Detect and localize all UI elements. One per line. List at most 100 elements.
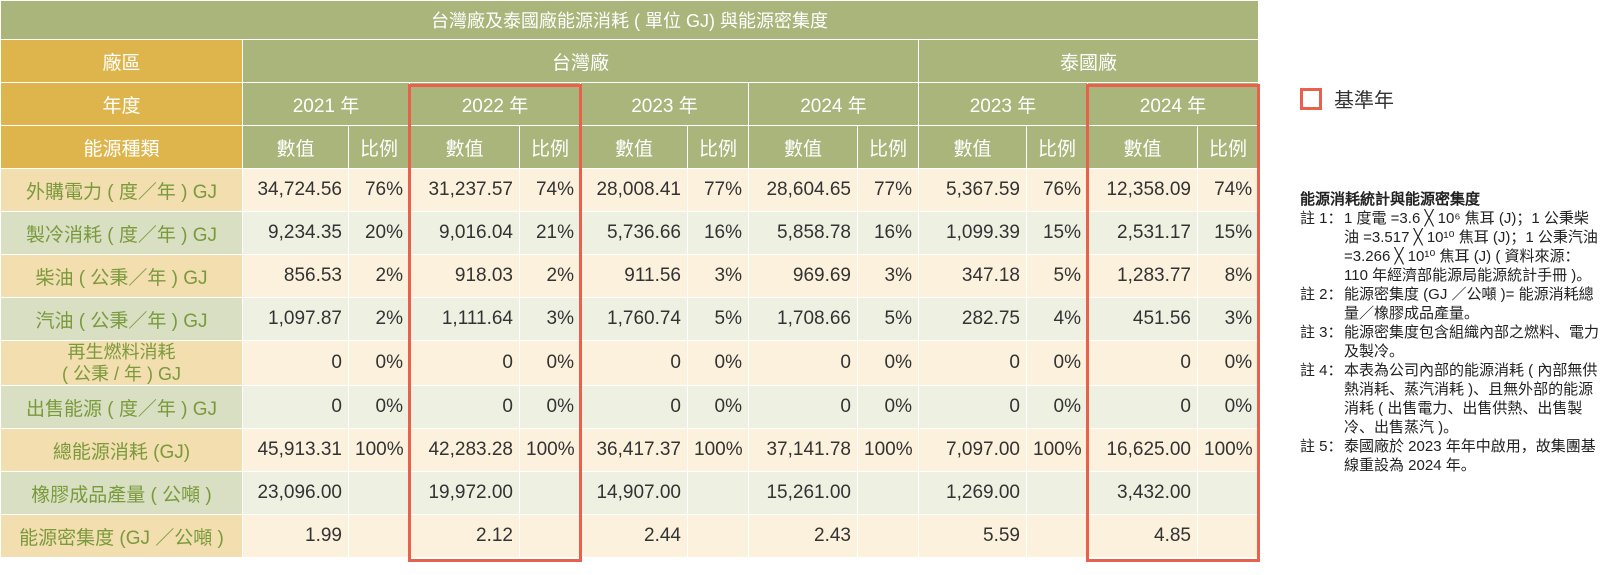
ratio-cell: [1026, 471, 1088, 515]
value-cell: 31,237.57: [409, 168, 520, 212]
table-row: 出售能源 ( 度／年 ) GJ 0 0% 0 0% 0 0% 0 0% 0 0% 0 0%: [0, 385, 1260, 429]
table-row: 能源密集度 (GJ ／公噸 ) 1.99 2.12 2.44 2.43 5.59 4.85: [0, 514, 1260, 558]
value-cell: 0: [918, 385, 1027, 429]
value-cell: 15,261.00: [748, 471, 858, 515]
notes-heading: 能源消耗統計與能源密集度: [1300, 191, 1481, 208]
note-item: 註 2： 能源密集度 (GJ ／公噸 )= 能源消耗總量／橡膠成品產量。: [1300, 285, 1600, 323]
value-cell: 1,099.39: [918, 211, 1027, 255]
ratio-label: 比例: [857, 125, 919, 169]
ratio-cell: [1026, 514, 1088, 558]
value-cell: 28,008.41: [580, 168, 688, 212]
notes: 能源消耗統計與能源密集度 註 1： 1 度電 =3.6 ╳ 10⁶ 焦耳 (J)；…: [1300, 190, 1600, 475]
table-row: 汽油 ( 公秉／年 ) GJ 1,097.87 2% 1,111.64 3% 1,760.…: [0, 297, 1260, 341]
year-header: 年度: [0, 82, 243, 126]
table-title: 台灣廠及泰國廠能源消耗 ( 單位 GJ) 與能源密集度: [0, 0, 1260, 40]
value-cell: 28,604.65: [748, 168, 858, 212]
value-cell: 282.75: [918, 297, 1027, 341]
value-cell: 12,358.09: [1087, 168, 1198, 212]
value-cell: 2.12: [409, 514, 520, 558]
ratio-cell: 2%: [348, 297, 410, 341]
row-label: 出售能源 ( 度／年 ) GJ: [0, 385, 243, 429]
ratio-cell: 8%: [1196, 254, 1260, 298]
value-label: 數值: [1087, 125, 1198, 169]
note-item: 註 3： 能源密集度包含組織內部之燃料、電力及製冷。: [1300, 323, 1600, 361]
note-key: 註 3：: [1300, 324, 1343, 341]
value-cell: 918.03: [409, 254, 520, 298]
value-cell: 1,760.74: [580, 297, 688, 341]
value-cell: 911.56: [580, 254, 688, 298]
note-text: 泰國廠於 2023 年年中啟用，故集團基線重設為 2024 年。: [1344, 438, 1596, 474]
ratio-cell: 0%: [687, 385, 749, 429]
row-label: 能源密集度 (GJ ／公噸 ): [0, 514, 243, 558]
value-cell: 451.56: [1087, 297, 1198, 341]
ratio-cell: [1196, 514, 1260, 558]
row-label-text: 汽油 ( 公秉／年 ) GJ: [35, 310, 208, 332]
value-cell: 5,367.59: [918, 168, 1027, 212]
ratio-cell: 0%: [348, 385, 410, 429]
value-cell: 36,417.37: [580, 428, 688, 472]
ratio-cell: 2%: [519, 254, 581, 298]
value-cell: 1,111.64: [409, 297, 520, 341]
value-cell: 1,269.00: [918, 471, 1027, 515]
value-cell: 14,907.00: [580, 471, 688, 515]
ratio-cell: 2%: [348, 254, 410, 298]
ratio-label: 比例: [1196, 125, 1260, 169]
row-label-text: 總能源消耗 (GJ): [52, 441, 191, 463]
table-row: 總能源消耗 (GJ) 45,913.31 100% 42,283.28 100% 36,4…: [0, 428, 1260, 472]
note-text: 本表為公司內部的能源消耗 ( 內部無供熱消耗、蒸汽消耗 )、且無外部的能源消耗 …: [1344, 362, 1598, 436]
value-cell: 5,736.66: [580, 211, 688, 255]
ratio-cell: 0%: [519, 340, 581, 386]
ratio-label: 比例: [519, 125, 581, 169]
ratio-cell: 0%: [519, 385, 581, 429]
ratio-cell: 3%: [687, 254, 749, 298]
year-2: 2023 年: [580, 82, 749, 126]
ratio-cell: 3%: [519, 297, 581, 341]
legend: 基準年: [1300, 84, 1394, 113]
value-cell: 42,283.28: [409, 428, 520, 472]
ratio-cell: 0%: [348, 340, 410, 386]
ratio-cell: 100%: [519, 428, 581, 472]
table-row: 製冷消耗 ( 度／年 ) GJ 9,234.35 20% 9,016.04 21% 5,7…: [0, 211, 1260, 255]
value-cell: 0: [580, 340, 688, 386]
ratio-cell: 76%: [1026, 168, 1088, 212]
row-label: 總能源消耗 (GJ): [0, 428, 243, 472]
ratio-cell: 76%: [348, 168, 410, 212]
ratio-cell: [857, 514, 919, 558]
value-cell: 1.99: [242, 514, 349, 558]
value-label: 數值: [918, 125, 1027, 169]
ratio-cell: 0%: [1196, 385, 1260, 429]
note-item: 註 1： 1 度電 =3.6 ╳ 10⁶ 焦耳 (J)；1 公秉柴油 =3.517…: [1300, 209, 1600, 285]
value-cell: 0: [409, 385, 520, 429]
ratio-cell: [857, 471, 919, 515]
value-cell: 0: [580, 385, 688, 429]
row-label-text: 出售能源 ( 度／年 ) GJ: [25, 398, 218, 420]
value-cell: 969.69: [748, 254, 858, 298]
value-cell: 1,283.77: [1087, 254, 1198, 298]
table-row: 再生燃料消耗( 公秉 / 年 ) GJ 0 0% 0 0% 0 0% 0 0% 0 0% 0 0%: [0, 340, 1260, 386]
row-label: 柴油 ( 公秉／年 ) GJ: [0, 254, 243, 298]
ratio-cell: 15%: [1196, 211, 1260, 255]
ratio-cell: 5%: [687, 297, 749, 341]
row-label-text: 外購電力 ( 度／年 ) GJ: [25, 181, 218, 203]
value-cell: 0: [1087, 385, 1198, 429]
note-key: 註 5：: [1300, 438, 1343, 455]
value-cell: 34,724.56: [242, 168, 349, 212]
ratio-cell: 21%: [519, 211, 581, 255]
value-cell: 0: [1087, 340, 1198, 386]
row-label-text: 再生燃料消耗: [67, 342, 176, 362]
ratio-cell: 100%: [1026, 428, 1088, 472]
value-cell: 1,708.66: [748, 297, 858, 341]
energy-table: 台灣廠及泰國廠能源消耗 ( 單位 GJ) 與能源密集度 廠區 台灣廠 泰國廠 年…: [0, 0, 1260, 558]
value-label: 數值: [748, 125, 858, 169]
year-5: 2024 年: [1086, 82, 1260, 126]
ratio-cell: 0%: [1196, 340, 1260, 386]
year-3: 2024 年: [748, 82, 919, 126]
ratio-cell: 3%: [1196, 297, 1260, 341]
ratio-label: 比例: [348, 125, 410, 169]
table-row: 外購電力 ( 度／年 ) GJ 34,724.56 76% 31,237.57 74% 2…: [0, 168, 1260, 212]
value-label: 數值: [409, 125, 520, 169]
plant-header: 廠區: [0, 39, 243, 83]
value-cell: 37,141.78: [748, 428, 858, 472]
value-cell: 2.44: [580, 514, 688, 558]
value-cell: 1,097.87: [242, 297, 349, 341]
